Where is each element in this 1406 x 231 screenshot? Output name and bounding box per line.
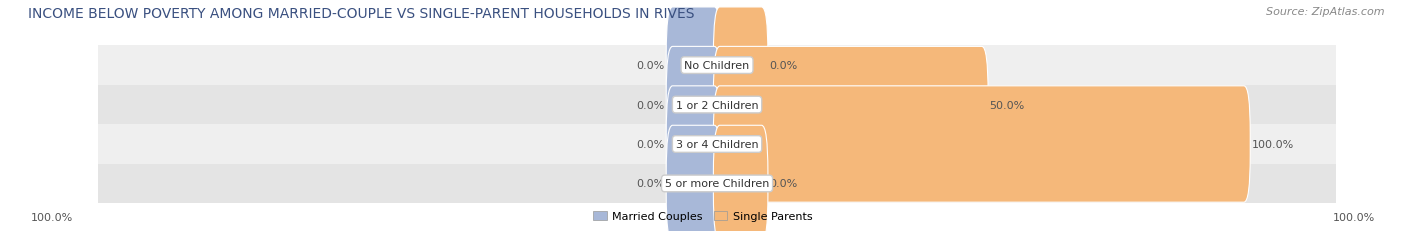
Text: No Children: No Children [685,61,749,71]
FancyBboxPatch shape [98,164,1336,203]
FancyBboxPatch shape [713,126,768,231]
FancyBboxPatch shape [98,125,1336,164]
FancyBboxPatch shape [713,47,988,163]
Text: 100.0%: 100.0% [1251,139,1294,149]
Text: 100.0%: 100.0% [31,212,73,222]
FancyBboxPatch shape [98,85,1336,125]
Text: 0.0%: 0.0% [637,61,665,71]
Text: 1 or 2 Children: 1 or 2 Children [676,100,758,110]
Text: 0.0%: 0.0% [637,179,665,189]
Text: INCOME BELOW POVERTY AMONG MARRIED-COUPLE VS SINGLE-PARENT HOUSEHOLDS IN RIVES: INCOME BELOW POVERTY AMONG MARRIED-COUPL… [28,7,695,21]
Text: 0.0%: 0.0% [769,61,797,71]
FancyBboxPatch shape [713,8,768,124]
FancyBboxPatch shape [666,8,721,124]
Text: Source: ZipAtlas.com: Source: ZipAtlas.com [1267,7,1385,17]
FancyBboxPatch shape [666,86,721,202]
Text: 5 or more Children: 5 or more Children [665,179,769,189]
FancyBboxPatch shape [713,86,1250,202]
Text: 0.0%: 0.0% [637,100,665,110]
Text: 100.0%: 100.0% [1333,212,1375,222]
FancyBboxPatch shape [666,126,721,231]
Text: 0.0%: 0.0% [637,139,665,149]
Text: 50.0%: 50.0% [990,100,1025,110]
FancyBboxPatch shape [666,47,721,163]
FancyBboxPatch shape [98,46,1336,85]
Text: 3 or 4 Children: 3 or 4 Children [676,139,758,149]
Legend: Married Couples, Single Parents: Married Couples, Single Parents [589,206,817,225]
Text: 0.0%: 0.0% [769,179,797,189]
